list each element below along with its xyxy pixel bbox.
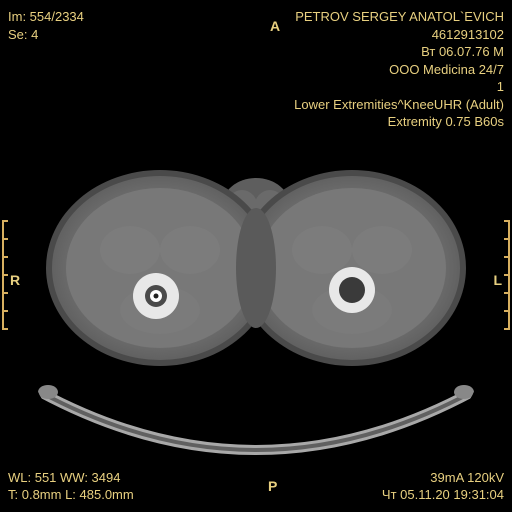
study-number: 1 [294, 78, 504, 96]
ruler-right [508, 220, 510, 330]
patient-id: 4612913102 [294, 26, 504, 44]
series-number: Se: 4 [8, 26, 84, 44]
institution: OOO Medicina 24/7 [294, 61, 504, 79]
marker-left: L [493, 272, 502, 288]
overlay-top-right: PETROV SERGEY ANATOL`EVICH 4612913102 Вт… [294, 8, 504, 131]
image-index: Im: 554/2334 [8, 8, 84, 26]
patient-dob: Вт 06.07.76 M [294, 43, 504, 61]
protocol-name: Lower Extremities^KneeUHR (Adult) [294, 96, 504, 114]
acquisition-time: Чт 05.11.20 19:31:04 [382, 486, 504, 504]
marker-right: R [10, 272, 20, 288]
exposure: 39mA 120kV [382, 469, 504, 487]
window-level: WL: 551 WW: 3494 [8, 469, 134, 487]
overlay-bottom-left: WL: 551 WW: 3494 T: 0.8mm L: 485.0mm [8, 469, 134, 504]
overlay-top-left: Im: 554/2334 Se: 4 [8, 8, 84, 43]
marker-anterior: A [270, 18, 280, 34]
marker-posterior: P [268, 478, 277, 494]
patient-name: PETROV SERGEY ANATOL`EVICH [294, 8, 504, 26]
slice-thickness: T: 0.8mm L: 485.0mm [8, 486, 134, 504]
ruler-left [2, 220, 4, 330]
recon-kernel: Extremity 0.75 B60s [294, 113, 504, 131]
overlay-bottom-right: 39mA 120kV Чт 05.11.20 19:31:04 [382, 469, 504, 504]
